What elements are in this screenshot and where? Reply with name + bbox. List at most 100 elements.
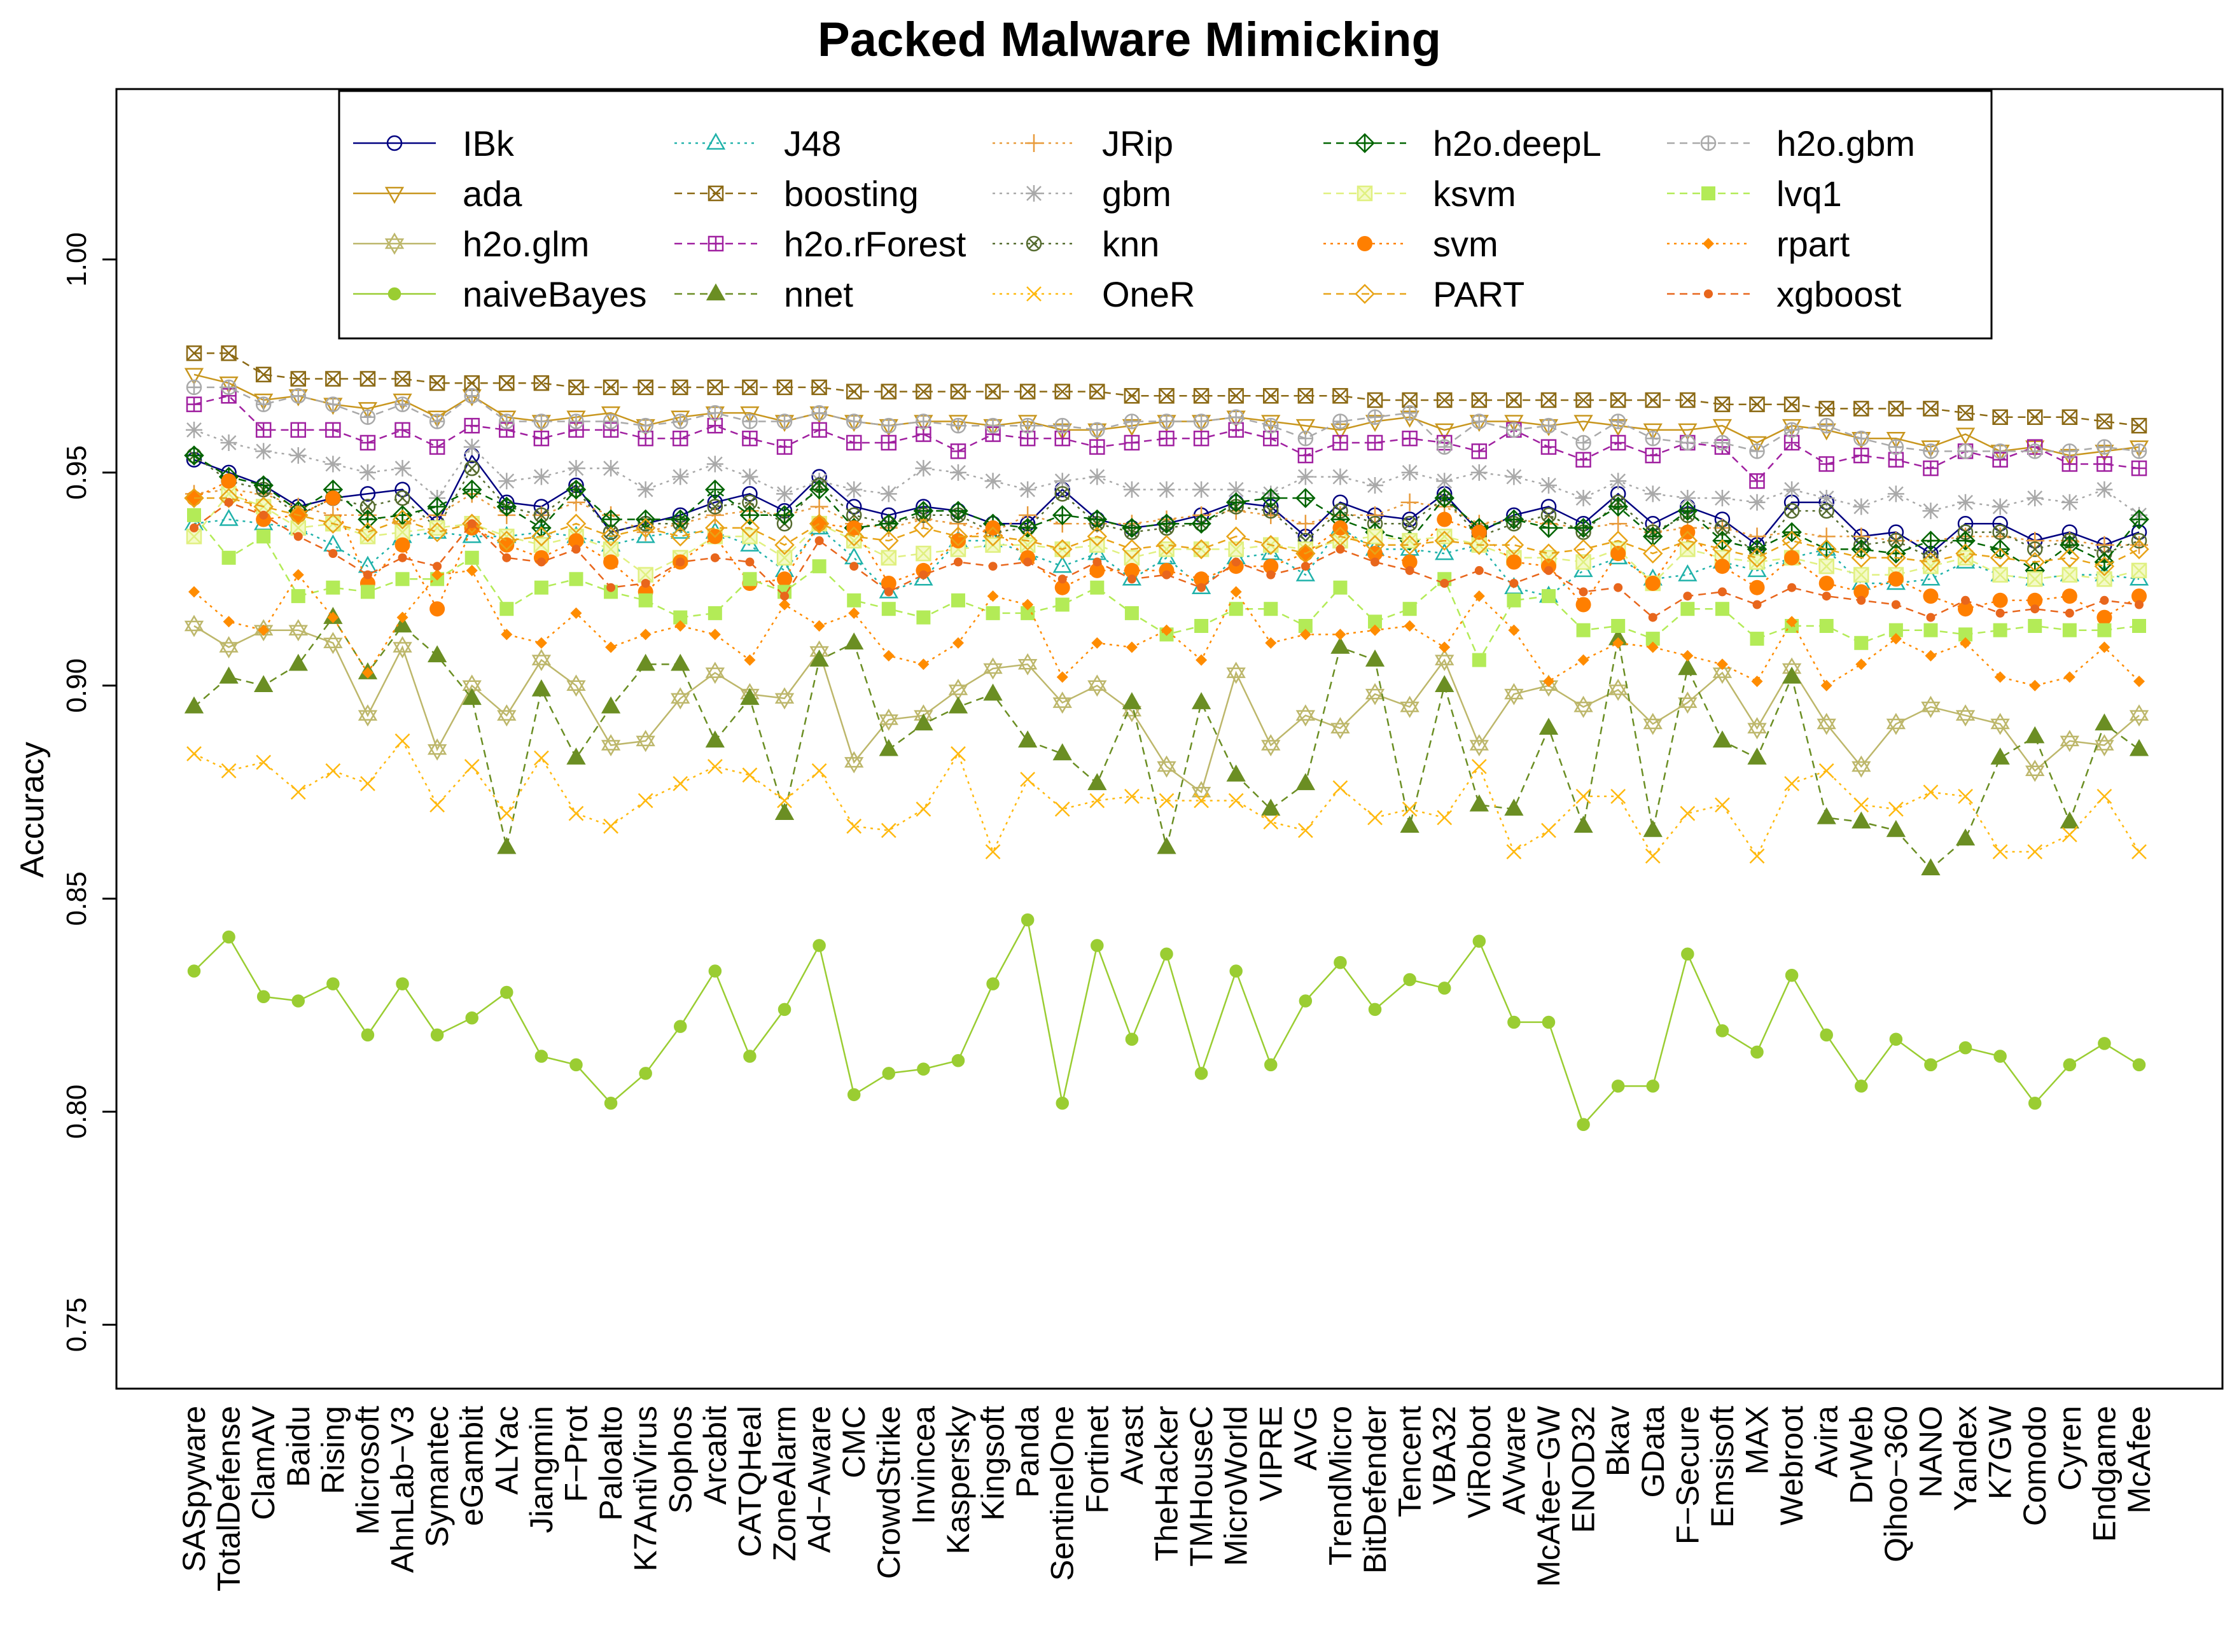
data-point [1680,805,1696,821]
data-point [1295,488,1316,508]
data-point [916,384,931,399]
data-point [427,738,447,761]
data-point [1575,434,1591,451]
data-point [1923,443,1939,459]
data-point [881,417,897,434]
data-point [255,396,272,412]
data-point [1888,802,1904,817]
data-point [1817,807,1836,824]
data-point [673,413,688,429]
data-point [1955,427,1976,445]
data-point [1505,468,1523,485]
x-tick-label: Symantec [419,1406,455,1547]
data-point [844,751,864,774]
x-tick-label: Sophos [662,1406,698,1514]
data-point [394,482,410,497]
data-point [1857,595,1866,605]
data-point [1680,392,1696,408]
data-point [1608,679,1628,701]
data-point [531,526,552,547]
series-line [193,455,2140,559]
data-point [1402,802,1418,817]
data-point [638,379,653,396]
data-point [1332,413,1348,429]
data-point [497,704,517,727]
data-point [1405,566,1414,575]
data-point [1470,464,1488,481]
data-point [462,688,482,705]
data-point [394,396,410,412]
data-point [328,549,338,559]
data-point [673,431,688,447]
data-point [2061,827,2077,843]
data-point [986,606,1000,620]
data-point [1472,934,1486,948]
legend-label: h2o.deepL [1433,123,1601,163]
data-point [1439,641,1451,653]
data-point [1683,592,1692,601]
data-point [1645,431,1661,447]
data-point [1816,539,1837,560]
data-point [186,421,202,438]
data-point [1229,602,1243,616]
data-point [1818,456,1834,472]
data-point [743,1050,757,1063]
data-point [2030,604,2040,614]
data-point [707,417,723,434]
data-point [1122,692,1142,709]
data-point [1263,559,1279,574]
data-point [1295,704,1316,727]
data-point [745,557,755,567]
data-point [359,486,376,502]
data-point [1610,434,1626,451]
data-point [1089,439,1105,455]
data-point [2062,623,2077,637]
data-point [1749,473,1765,489]
data-point [1714,559,1730,574]
data-point [2025,726,2045,744]
data-point [641,579,650,588]
legend-label: svm [1433,224,1498,264]
data-point [2132,618,2146,633]
legend-label: xgboost [1776,274,1902,314]
data-point [359,434,376,451]
data-point [1228,409,1244,426]
data-point [809,649,829,667]
data-point [1089,562,1105,578]
x-tick-label: Microsoft [350,1406,386,1535]
data-point [2129,704,2149,727]
data-point [1853,797,1869,813]
data-point [326,580,340,595]
data-point [1611,1079,1625,1093]
data-point [2095,536,2114,554]
data-point [219,508,239,526]
data-point [916,802,931,817]
data-point [325,422,341,438]
data-point [186,345,202,361]
data-point [1853,498,1870,515]
legend-label: knn [1102,224,1159,264]
data-point [360,775,375,791]
data-point [1784,550,1800,566]
data-point [2095,713,2114,731]
data-point [813,939,826,952]
data-point [2135,600,2144,609]
legend-item: PART [1323,274,1524,314]
data-point [1054,580,1070,595]
data-point [1332,780,1348,796]
data-point [1715,602,1729,616]
data-point [1469,534,1489,555]
x-tick-label: Avira [1809,1406,1845,1478]
data-point [1817,712,1836,735]
data-point [1540,439,1557,455]
data-point [916,426,931,442]
data-point [1474,566,1484,575]
data-point [1822,592,1831,601]
data-point [812,559,827,574]
data-point [2065,608,2074,618]
data-point [288,505,309,525]
data-point [1747,436,1767,454]
data-point [951,593,965,607]
legend-label: rpart [1776,224,1850,264]
x-tick-label: TheHacker [1149,1406,1185,1562]
